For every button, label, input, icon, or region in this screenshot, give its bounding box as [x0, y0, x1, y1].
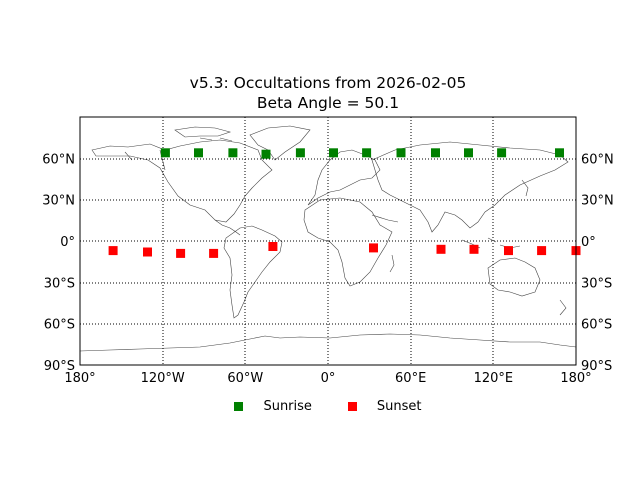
- y-tick-label: 90°S: [581, 359, 612, 374]
- chart-title-main: v5.3: Occultations from 2026-02-05: [189, 74, 467, 92]
- legend-item-sunset: Sunset: [347, 399, 422, 414]
- legend-label-sunset: Sunset: [376, 399, 422, 414]
- sunset-marker: [504, 246, 513, 256]
- y-tick-label: 0°: [60, 235, 75, 250]
- x-tick-label: 120°W: [141, 371, 185, 386]
- x-tick-label: 0°: [321, 371, 336, 386]
- sunset-marker: [209, 248, 219, 258]
- sunrise-marker: [194, 148, 203, 158]
- legend-label-sunrise: Sunrise: [263, 399, 312, 414]
- y-tick-label: 90°S: [44, 359, 75, 374]
- sunrise-marker: [396, 148, 406, 158]
- sunset-marker: [469, 244, 479, 254]
- sunrise-marker: [261, 149, 271, 159]
- y-tick-label: 30°N: [581, 194, 614, 209]
- sunrise-marker: [464, 148, 473, 158]
- y-axis-labels-right: 90°S 60°S 30°S 0° 30°N 60°N: [581, 152, 614, 374]
- chart-subtitle: Beta Angle = 50.1: [256, 94, 400, 112]
- sunrise-marker: [362, 148, 372, 158]
- x-tick-label: 120°E: [474, 371, 514, 386]
- y-tick-label: 0°: [581, 235, 596, 250]
- x-tick-label: 180°: [560, 371, 591, 386]
- sunrise-marker: [228, 148, 238, 158]
- sunset-marker: [369, 243, 378, 253]
- legend: Sunrise Sunset: [0, 399, 640, 414]
- y-tick-label: 60°S: [44, 318, 75, 333]
- x-tick-label: 180°: [64, 371, 95, 386]
- sunrise-marker: [160, 148, 170, 158]
- sunrise-marker-icon: [234, 402, 244, 411]
- chart-title: v5.3: Occultations from 2026-02-05 Beta …: [0, 73, 640, 113]
- sunrise-marker: [555, 148, 564, 158]
- sunset-marker: [537, 246, 547, 256]
- sunrise-marker: [497, 148, 507, 158]
- x-tick-label: 60°E: [395, 371, 426, 386]
- sunset-marker: [143, 247, 152, 257]
- legend-item-sunrise: Sunrise: [234, 399, 312, 414]
- sunset-marker: [108, 246, 118, 256]
- sunrise-marker: [431, 148, 440, 158]
- y-tick-label: 30°S: [581, 276, 612, 291]
- y-tick-label: 30°N: [42, 194, 75, 209]
- y-tick-label: 30°S: [44, 276, 75, 291]
- sunset-marker: [436, 244, 446, 254]
- sunrise-marker: [295, 148, 305, 158]
- y-tick-label: 60°N: [42, 152, 75, 167]
- sunrise-marker: [329, 148, 338, 158]
- sunset-marker: [176, 248, 186, 258]
- grid-lines: [80, 117, 576, 365]
- y-tick-label: 60°S: [581, 318, 612, 333]
- x-tick-label: 60°W: [227, 371, 263, 386]
- sunset-marker-icon: [347, 402, 357, 411]
- coastlines-and-borders: [80, 125, 576, 352]
- y-axis-labels-left: 90°S 60°S 30°S 0° 30°N 60°N: [42, 152, 75, 374]
- plot-frame: [79, 116, 577, 366]
- sunset-marker: [268, 242, 278, 251]
- y-tick-label: 60°N: [581, 152, 614, 167]
- x-axis-labels: 180° 120°W 60°W 0° 60°E 120°E 180°: [64, 371, 591, 386]
